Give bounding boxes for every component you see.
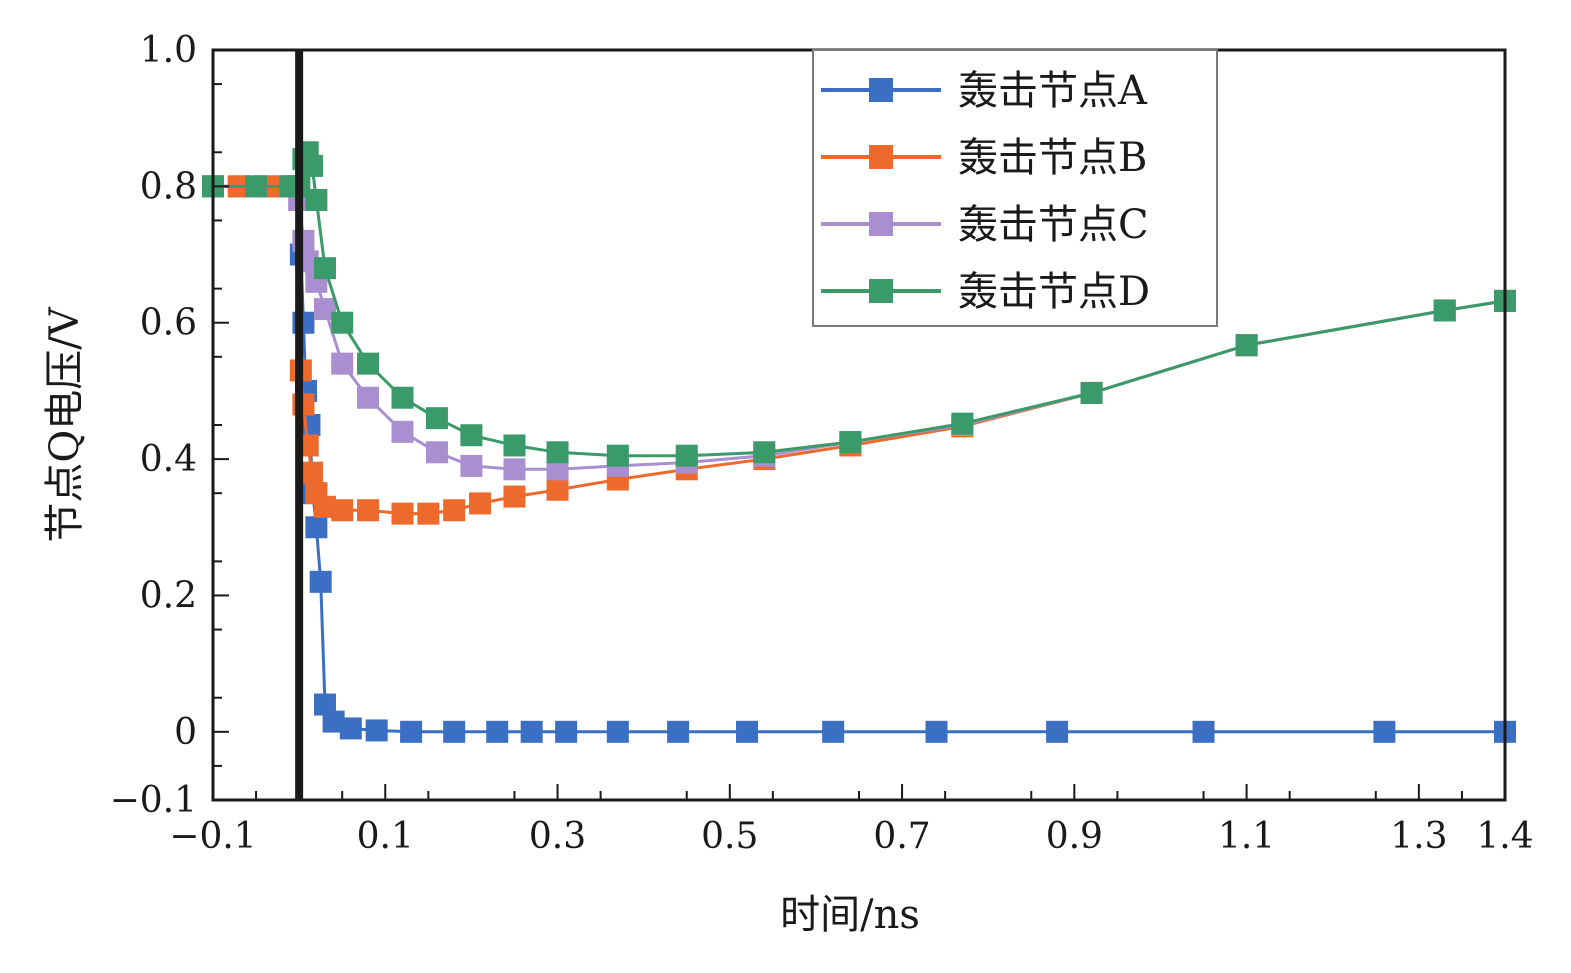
data-point bbox=[546, 441, 569, 464]
data-point bbox=[753, 441, 776, 464]
series-layer bbox=[202, 141, 1516, 743]
data-point bbox=[313, 693, 336, 716]
data-point bbox=[1046, 720, 1069, 743]
data-point bbox=[305, 516, 328, 539]
data-point bbox=[503, 458, 526, 481]
x-tick-label: 0.3 bbox=[529, 816, 586, 857]
data-point bbox=[546, 458, 569, 481]
data-point bbox=[313, 298, 336, 321]
data-point bbox=[822, 720, 845, 743]
legend-marker bbox=[869, 212, 893, 236]
data-point bbox=[331, 352, 354, 375]
legend-marker bbox=[869, 78, 893, 102]
data-point bbox=[555, 720, 578, 743]
legend-marker bbox=[869, 145, 893, 169]
data-point bbox=[313, 257, 336, 280]
data-point bbox=[443, 499, 466, 522]
data-point bbox=[503, 434, 526, 457]
data-point bbox=[357, 499, 380, 522]
data-point bbox=[301, 154, 324, 177]
data-point bbox=[331, 499, 354, 522]
data-point bbox=[425, 407, 448, 430]
data-point bbox=[365, 719, 388, 742]
data-point bbox=[339, 717, 362, 740]
data-point bbox=[520, 720, 543, 743]
x-tick-label: 1.1 bbox=[1218, 816, 1275, 857]
data-point bbox=[606, 720, 629, 743]
y-tick-label: 1.0 bbox=[140, 30, 197, 71]
data-point bbox=[425, 441, 448, 464]
data-point bbox=[1080, 381, 1103, 404]
data-point bbox=[443, 720, 466, 743]
data-point bbox=[667, 720, 690, 743]
data-point bbox=[1433, 299, 1456, 322]
data-point bbox=[1373, 720, 1396, 743]
series-4 bbox=[202, 141, 1516, 467]
data-point bbox=[951, 412, 974, 435]
data-point bbox=[309, 570, 332, 593]
data-point bbox=[460, 424, 483, 447]
data-point bbox=[839, 431, 862, 454]
data-point bbox=[486, 720, 509, 743]
data-point bbox=[546, 478, 569, 501]
y-tick-label: 0.4 bbox=[140, 439, 197, 480]
data-point bbox=[400, 720, 423, 743]
x-tick-label: 1.3 bbox=[1390, 816, 1447, 857]
data-point bbox=[1192, 720, 1215, 743]
y-axis-title: 节点Q电压/V bbox=[42, 306, 88, 542]
data-point bbox=[460, 454, 483, 477]
data-point bbox=[1235, 334, 1258, 357]
legend-entry: 轰击节点D bbox=[821, 269, 1150, 315]
y-tick-label: 0.8 bbox=[140, 166, 197, 207]
data-point bbox=[357, 352, 380, 375]
legend-entry: 轰击节点C bbox=[821, 202, 1149, 248]
data-point bbox=[417, 502, 440, 525]
data-point bbox=[331, 311, 354, 334]
x-tick-label: 0.1 bbox=[357, 816, 414, 857]
data-point bbox=[357, 386, 380, 409]
data-point bbox=[391, 502, 414, 525]
data-point bbox=[391, 420, 414, 443]
y-tick-label: 0.2 bbox=[140, 575, 197, 616]
y-tick-label: 0 bbox=[174, 712, 197, 753]
legend-label: 轰击节点D bbox=[958, 269, 1150, 315]
legend-marker bbox=[869, 279, 893, 303]
data-point bbox=[313, 495, 336, 518]
data-point bbox=[391, 386, 414, 409]
data-point bbox=[305, 189, 328, 211]
x-tick-label: 0.9 bbox=[1046, 816, 1103, 857]
data-point bbox=[503, 485, 526, 508]
data-point bbox=[322, 710, 345, 733]
data-point bbox=[469, 492, 492, 515]
legend-entry: 轰击节点A bbox=[821, 68, 1148, 114]
data-point bbox=[925, 720, 948, 743]
y-tick-label: −0.1 bbox=[110, 780, 197, 821]
data-point bbox=[245, 175, 268, 198]
data-point bbox=[675, 444, 698, 467]
legend-label: 轰击节点A bbox=[958, 68, 1148, 114]
legend-label: 轰击节点C bbox=[958, 202, 1149, 248]
y-tick-label: 0.6 bbox=[140, 303, 197, 344]
data-point bbox=[606, 444, 629, 467]
legend-label: 轰击节点B bbox=[958, 135, 1147, 181]
legend-entry: 轰击节点B bbox=[821, 135, 1147, 181]
x-tick-label: −0.1 bbox=[169, 816, 256, 857]
x-tick-label: 0.7 bbox=[873, 816, 930, 857]
x-tick-label: 0.5 bbox=[701, 816, 758, 857]
x-axis-title: 时间/ns bbox=[780, 892, 920, 938]
legend: 轰击节点A 轰击节点B 轰击节点C 轰击节点D bbox=[812, 49, 1218, 327]
data-point bbox=[301, 461, 324, 484]
x-tick-label: 1.4 bbox=[1476, 816, 1533, 857]
data-point bbox=[736, 720, 759, 743]
